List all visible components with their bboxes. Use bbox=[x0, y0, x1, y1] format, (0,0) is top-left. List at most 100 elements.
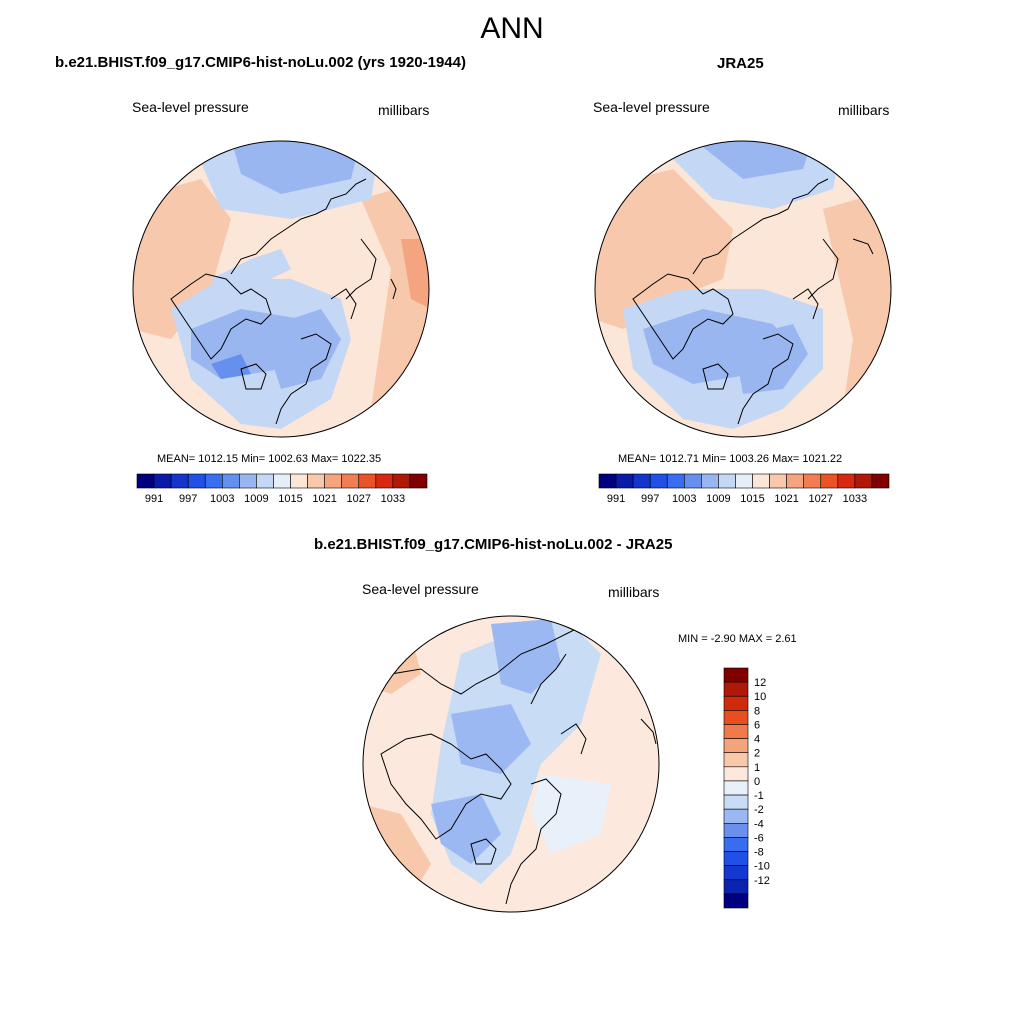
colorbar-swatch bbox=[136, 473, 155, 489]
colorbar-swatch bbox=[854, 473, 873, 489]
colorbar-swatch bbox=[723, 794, 749, 810]
colorbar-swatch bbox=[307, 473, 325, 489]
map-reanalysis bbox=[594, 140, 892, 438]
colorbar-swatch bbox=[701, 473, 719, 489]
colorbar-swatch bbox=[324, 473, 343, 489]
colorbar-tick-label: -10 bbox=[754, 861, 770, 873]
panel-2-title: JRA25 bbox=[717, 55, 764, 72]
panel-2-variable: Sea-level pressure bbox=[593, 99, 710, 115]
colorbar-swatch bbox=[153, 473, 172, 489]
colorbar-tick-label: -2 bbox=[754, 804, 764, 816]
colorbar-model: 991 997 1003 1009 1015 1021 1027 1033 bbox=[136, 473, 428, 505]
colorbar-swatch bbox=[170, 473, 189, 489]
colorbar-swatch bbox=[723, 808, 749, 824]
map-difference bbox=[362, 615, 660, 913]
panel-1-title: b.e21.BHIST.f09_g17.CMIP6-hist-noLu.002 … bbox=[55, 54, 466, 71]
colorbar-swatch bbox=[598, 473, 617, 489]
colorbar-tick-label: -8 bbox=[754, 847, 764, 859]
colorbar-tick-label: 1009 bbox=[706, 493, 730, 505]
colorbar-swatch bbox=[221, 473, 240, 489]
map-border bbox=[594, 140, 892, 438]
colorbar-tick-label: 1015 bbox=[740, 493, 764, 505]
panel-2-units: millibars bbox=[838, 102, 890, 118]
map-model bbox=[132, 140, 430, 438]
colorbar-tick-label: 1027 bbox=[809, 493, 833, 505]
colorbar-tick-label: 12 bbox=[754, 677, 766, 689]
panel-2-stats: MEAN= 1012.71 Min= 1003.26 Max= 1021.22 bbox=[618, 453, 843, 465]
colorbar-swatch bbox=[632, 473, 651, 489]
colorbar-swatch bbox=[837, 473, 856, 489]
colorbar-tick-label: 8 bbox=[754, 705, 760, 717]
colorbar-swatch bbox=[735, 473, 753, 489]
colorbar-tick-label: 1033 bbox=[381, 493, 405, 505]
panel-1-variable: Sea-level pressure bbox=[132, 99, 249, 115]
colorbar-swatch bbox=[803, 473, 822, 489]
colorbar-tick-label: 10 bbox=[754, 691, 766, 703]
panel-3-units: millibars bbox=[608, 584, 660, 600]
colorbar-swatch bbox=[786, 473, 805, 489]
colorbar-swatch bbox=[718, 473, 736, 489]
colorbar-swatch bbox=[256, 473, 274, 489]
colorbar-swatch bbox=[723, 822, 749, 838]
colorbar-swatch bbox=[187, 473, 206, 489]
panel-1-units: millibars bbox=[378, 102, 430, 118]
colorbar-swatch bbox=[723, 738, 749, 754]
colorbar-swatch bbox=[723, 710, 749, 725]
colorbar-swatch bbox=[615, 473, 634, 489]
colorbar-tick-label: 997 bbox=[641, 493, 659, 505]
map-border bbox=[132, 140, 430, 438]
colorbar-tick-label: 2 bbox=[754, 748, 760, 760]
colorbar-swatch bbox=[409, 473, 428, 489]
colorbar-swatch bbox=[723, 837, 749, 852]
colorbar-tick-label: 1033 bbox=[843, 493, 867, 505]
colorbar-swatch bbox=[723, 752, 749, 768]
coastlines bbox=[632, 178, 874, 425]
colorbar-tick-label: 6 bbox=[754, 719, 760, 731]
colorbar-tick-label: 1021 bbox=[774, 493, 798, 505]
colorbar-swatch bbox=[723, 865, 749, 881]
colorbar-tick-label: 1 bbox=[754, 762, 760, 774]
colorbar-tick-label: 1003 bbox=[210, 493, 234, 505]
colorbar-swatch bbox=[683, 473, 702, 489]
colorbar-tick-label: 1009 bbox=[244, 493, 268, 505]
colorbar-swatch bbox=[358, 473, 377, 489]
colorbar-tick-label: 997 bbox=[179, 493, 197, 505]
colorbar-tick-label: 1021 bbox=[312, 493, 336, 505]
colorbar-swatch bbox=[341, 473, 360, 489]
colorbar-tick-label: -12 bbox=[754, 875, 770, 887]
coastlines bbox=[380, 616, 657, 905]
colorbar-swatch bbox=[392, 473, 411, 489]
colorbar-swatch bbox=[723, 667, 749, 683]
colorbar-swatch bbox=[769, 473, 787, 489]
colorbar-tick-label: 991 bbox=[607, 493, 625, 505]
colorbar-swatch bbox=[204, 473, 223, 489]
colorbar-tick-label: -1 bbox=[754, 790, 764, 802]
colorbar-tick-label: 1003 bbox=[672, 493, 696, 505]
colorbar-swatch bbox=[649, 473, 668, 489]
colorbar-tick-label: 991 bbox=[145, 493, 163, 505]
colorbar-swatch bbox=[239, 473, 257, 489]
colorbar-tick-label: 4 bbox=[754, 734, 760, 746]
colorbar-swatch bbox=[290, 473, 308, 489]
colorbar-tick-label: -6 bbox=[754, 832, 764, 844]
panel-3-minmax: MIN = -2.90 MAX = 2.61 bbox=[678, 633, 797, 645]
colorbar-tick-label: 0 bbox=[754, 776, 760, 788]
page-title: ANN bbox=[480, 12, 544, 45]
colorbar-swatch bbox=[273, 473, 291, 489]
colorbar-swatch bbox=[723, 780, 749, 796]
colorbar-reanalysis: 991 997 1003 1009 1015 1021 1027 1033 bbox=[598, 473, 890, 505]
colorbar-swatch bbox=[723, 766, 749, 782]
panel-3-variable: Sea-level pressure bbox=[362, 581, 479, 597]
colorbar-swatch bbox=[723, 851, 749, 866]
colorbar-swatch bbox=[820, 473, 839, 489]
coastlines bbox=[170, 178, 397, 425]
colorbar-swatch bbox=[723, 893, 749, 909]
colorbar-swatch bbox=[752, 473, 770, 489]
panel-1-stats: MEAN= 1012.15 Min= 1002.63 Max= 1022.35 bbox=[157, 453, 382, 465]
colorbar-swatch bbox=[723, 724, 749, 739]
colorbar-swatch bbox=[375, 473, 394, 489]
colorbar-tick-label: 1027 bbox=[347, 493, 371, 505]
colorbar-tick-label: 1015 bbox=[278, 493, 302, 505]
colorbar-tick-label: -4 bbox=[754, 818, 764, 830]
